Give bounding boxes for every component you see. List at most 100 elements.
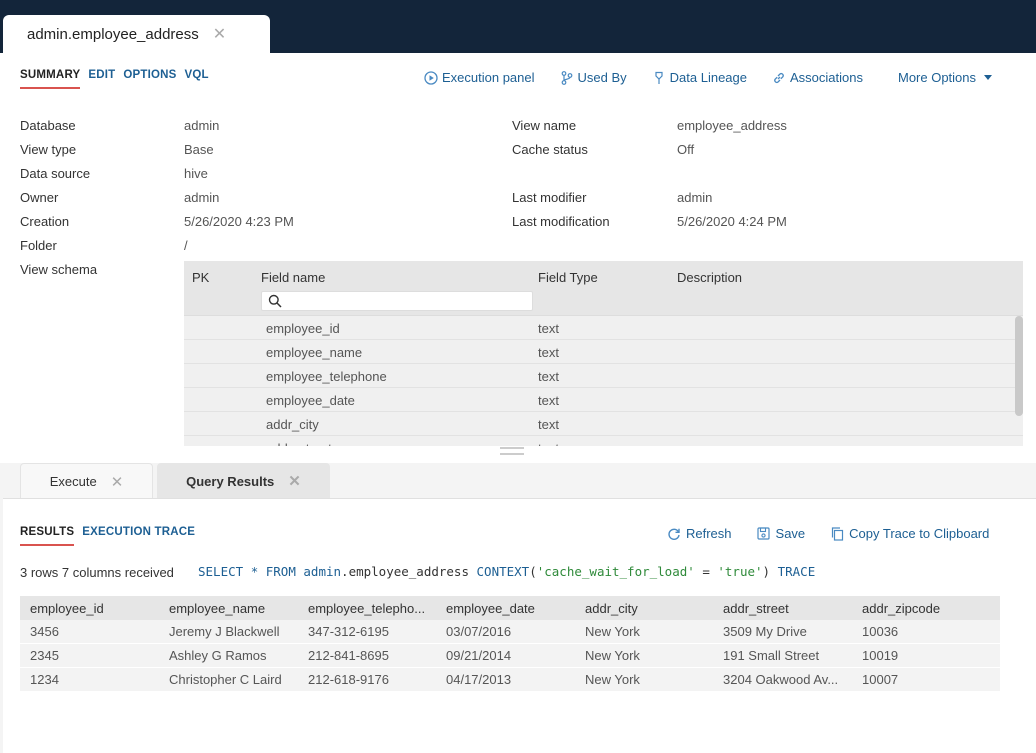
last-modifier-value: admin	[677, 190, 713, 205]
field-name-search-input[interactable]	[261, 291, 533, 311]
tab-execute-label: Execute	[49, 474, 97, 489]
table-cell: 212-618-9176	[308, 672, 389, 687]
bottom-panel: Execute ✕ Query Results ✕ RESULTS EXECUT…	[0, 463, 1036, 753]
column-header[interactable]: employee_id	[30, 601, 104, 616]
sql-string: 'cache_wait_for_load'	[536, 564, 695, 579]
column-header[interactable]: employee_telepho...	[308, 601, 426, 616]
query-text: SELECT * FROM admin.employee_address CON…	[198, 564, 815, 579]
database-value: admin	[184, 118, 220, 133]
table-cell: 04/17/2013	[446, 672, 512, 687]
data-lineage-button[interactable]: Data Lineage	[652, 70, 747, 85]
column-header[interactable]: addr_zipcode	[862, 601, 941, 616]
tab-vql[interactable]: VQL	[184, 69, 209, 81]
table-row[interactable]: 1234 Christopher C Laird 212-618-9176 04…	[20, 668, 1000, 692]
execution-panel-button[interactable]: Execution panel	[424, 70, 535, 85]
table-row[interactable]: 3456 Jeremy J Blackwell 347-312-6195 03/…	[20, 620, 1000, 644]
last-modification-label: Last modification	[512, 214, 610, 229]
sql-keyword: SELECT	[198, 564, 244, 579]
creation-label: Creation	[20, 214, 70, 229]
field-name-cell: employee_date	[266, 393, 355, 408]
view-schema-label: View schema	[20, 262, 98, 277]
table-cell: 2345	[30, 648, 59, 663]
document-tab[interactable]: admin.employee_address ✕	[3, 15, 270, 53]
table-cell: 3204 Oakwood Av...	[723, 672, 839, 687]
column-header[interactable]: employee_date	[446, 601, 535, 616]
creation-value: 5/26/2020 4:23 PM	[184, 214, 294, 229]
sql-operator: =	[702, 564, 710, 579]
play-circle-icon	[424, 70, 438, 85]
tab-query-results[interactable]: Query Results ✕	[157, 463, 330, 499]
view-type-label: View type	[20, 142, 77, 157]
search-icon	[268, 294, 282, 308]
owner-label: Owner	[20, 190, 59, 205]
column-header[interactable]: employee_name	[169, 601, 266, 616]
table-cell: 3456	[30, 624, 59, 639]
link-icon	[772, 71, 786, 85]
schema-scrollbar[interactable]	[1015, 316, 1023, 416]
copy-trace-label: Copy Trace to Clipboard	[849, 526, 990, 541]
description-column-header: Description	[677, 270, 743, 285]
save-label: Save	[775, 526, 806, 541]
schema-row[interactable]: addr_street text	[184, 436, 1023, 446]
field-type-cell: text	[538, 321, 559, 336]
resize-handle[interactable]	[500, 447, 524, 455]
table-cell: Jeremy J Blackwell	[169, 624, 280, 639]
schema-row[interactable]: employee_name text	[184, 340, 1023, 364]
tab-execute[interactable]: Execute ✕	[20, 463, 153, 499]
sql-keyword: *	[250, 564, 259, 579]
table-cell: 03/07/2016	[446, 624, 512, 639]
tab-summary[interactable]: SUMMARY	[20, 69, 81, 89]
table-cell: 212-841-8695	[308, 648, 389, 663]
table-cell: New York	[585, 648, 640, 663]
branch-icon	[560, 70, 574, 85]
folder-value: /	[184, 238, 188, 253]
field-name-cell: addr_street	[266, 441, 332, 446]
schema-row[interactable]: employee_date text	[184, 388, 1023, 412]
sql-dot: .	[341, 564, 349, 579]
schema-row[interactable]: employee_telephone text	[184, 364, 1023, 388]
last-modification-value: 5/26/2020 4:24 PM	[677, 214, 787, 229]
associations-label: Associations	[790, 70, 863, 85]
field-type-cell: text	[538, 441, 559, 446]
refresh-icon	[667, 527, 681, 541]
results-subtabs: RESULTS EXECUTION TRACE	[20, 526, 203, 546]
associations-button[interactable]: Associations	[772, 70, 863, 85]
lineage-icon	[652, 71, 666, 85]
more-options-button[interactable]: More Options	[898, 70, 993, 85]
sql-string: 'true'	[717, 564, 763, 579]
floppy-disk-icon	[757, 527, 771, 541]
save-button[interactable]: Save	[757, 526, 806, 541]
table-cell: 09/21/2014	[446, 648, 512, 663]
field-name-column-header[interactable]: Field name	[261, 270, 326, 285]
table-cell: 3509 My Drive	[723, 624, 807, 639]
tab-execution-trace[interactable]: EXECUTION TRACE	[82, 526, 196, 538]
copy-trace-button[interactable]: Copy Trace to Clipboard	[830, 526, 989, 541]
column-header[interactable]: addr_street	[723, 601, 789, 616]
owner-value: admin	[184, 190, 220, 205]
column-header[interactable]: addr_city	[585, 601, 638, 616]
refresh-button[interactable]: Refresh	[667, 526, 732, 541]
field-name-cell: employee_id	[266, 321, 340, 336]
cache-status-value: Off	[677, 142, 695, 157]
table-cell: 191 Small Street	[723, 648, 820, 663]
sql-keyword: FROM	[265, 564, 296, 579]
field-type-column-header[interactable]: Field Type	[538, 270, 598, 285]
close-icon[interactable]: ✕	[212, 26, 227, 43]
table-row[interactable]: 2345 Ashley G Ramos 212-841-8695 09/21/2…	[20, 644, 1000, 668]
used-by-button[interactable]: Used By	[560, 70, 627, 85]
tab-edit[interactable]: EDIT	[88, 69, 116, 81]
sql-paren: )	[762, 564, 771, 579]
sql-schema: admin	[303, 564, 342, 579]
field-name-cell: employee_telephone	[266, 369, 387, 384]
database-label: Database	[20, 118, 76, 133]
tab-options[interactable]: OPTIONS	[123, 69, 177, 81]
schema-row[interactable]: employee_id text	[184, 316, 1023, 340]
schema-row[interactable]: addr_city text	[184, 412, 1023, 436]
close-icon[interactable]: ✕	[288, 473, 301, 490]
close-icon[interactable]: ✕	[110, 473, 124, 491]
data-source-label: Data source	[20, 166, 91, 181]
table-cell: 1234	[30, 672, 59, 687]
tab-results[interactable]: RESULTS	[20, 526, 75, 546]
field-type-cell: text	[538, 369, 559, 384]
data-lineage-label: Data Lineage	[669, 70, 747, 85]
